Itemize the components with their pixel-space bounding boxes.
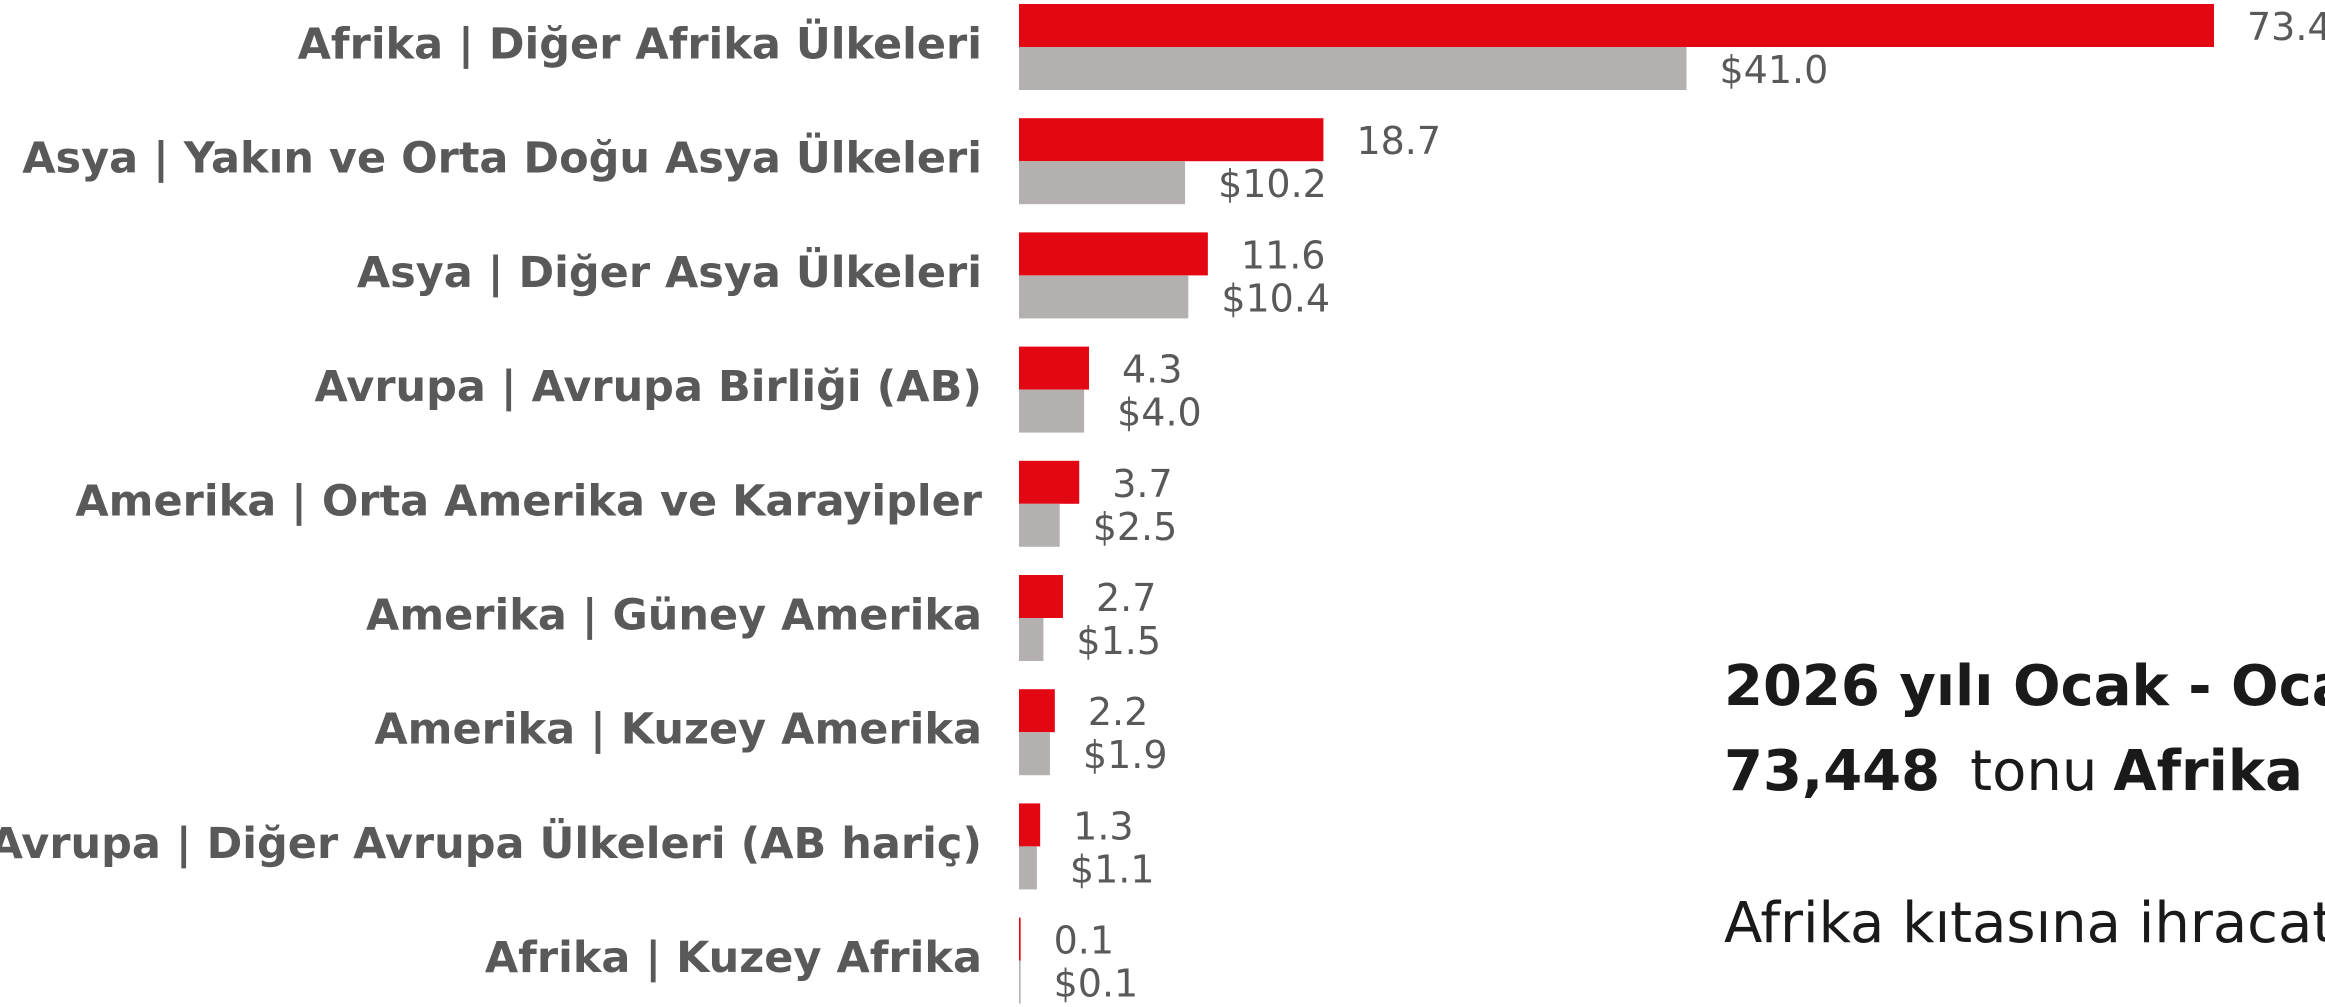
bar (1019, 732, 1050, 776)
bar (1019, 460, 1080, 504)
bar (1019, 275, 1189, 319)
category-label: Asya | Yakın ve Orta Doğu Asya Ülkeleri (22, 133, 982, 184)
value-label: 11.6 (1241, 233, 1326, 277)
bar (1019, 4, 2214, 47)
bar (1019, 803, 1041, 847)
annotation-number: 73,448 (1724, 739, 1940, 804)
category-label: Amerika | Orta Amerika ve Karayipler (75, 476, 982, 526)
value-label: $4.0 (1117, 391, 1202, 435)
category-label: Avrupa | Avrupa Birliği (AB) (315, 362, 982, 412)
bar (1019, 232, 1208, 276)
bar (1019, 846, 1037, 890)
bar (1019, 47, 1687, 90)
value-label: $1.5 (1076, 619, 1161, 663)
value-label: 0.1 (1054, 919, 1114, 963)
value-label: 2.2 (1088, 690, 1148, 734)
bar (1019, 118, 1324, 162)
value-label: 1.3 (1073, 804, 1133, 848)
value-label: $10.2 (1218, 162, 1327, 206)
category-label: Amerika | Kuzey Amerika (374, 705, 982, 755)
bar (1019, 917, 1021, 961)
bar (1019, 389, 1085, 433)
value-label: $2.5 (1093, 505, 1178, 549)
category-label: Avrupa | Diğer Avrupa Ülkeleri (AB hariç… (0, 818, 982, 869)
value-label: 2.7 (1096, 576, 1156, 620)
value-label: $10.4 (1221, 276, 1330, 320)
value-label: 4.3 (1122, 348, 1182, 392)
value-label: 73.4 (2247, 5, 2325, 49)
bar (1019, 575, 1063, 618)
value-label: $1.9 (1083, 733, 1168, 777)
annotation-line1: 2026 yılı Ocak - Ocak (1724, 654, 2325, 719)
bar (1019, 618, 1044, 661)
bar (1019, 161, 1186, 205)
bar (1019, 503, 1060, 547)
category-label: Afrika | Kuzey Afrika (485, 933, 982, 983)
value-label: $1.1 (1070, 847, 1155, 891)
category-label: Amerika | Güney Amerika (366, 591, 982, 641)
value-label: $0.1 (1054, 962, 1139, 1006)
bar (1019, 689, 1055, 733)
annotation-line3: Afrika kıtasına ihracat (1724, 891, 2325, 956)
value-label: $41.0 (1720, 48, 1829, 92)
category-label: Afrika | Diğer Afrika Ülkeleri (298, 19, 982, 70)
bar (1019, 960, 1021, 1004)
annotation-line2: 73,448 tonu Afrika (1724, 739, 2303, 804)
value-label: 3.7 (1112, 462, 1172, 506)
category-label: Asya | Diğer Asya Ülkeleri (357, 247, 982, 298)
annotation-text: tonu (1970, 739, 2097, 804)
annotation-bold: Afrika (2113, 739, 2303, 804)
bar (1019, 346, 1090, 390)
value-label: 18.7 (1356, 119, 1441, 163)
